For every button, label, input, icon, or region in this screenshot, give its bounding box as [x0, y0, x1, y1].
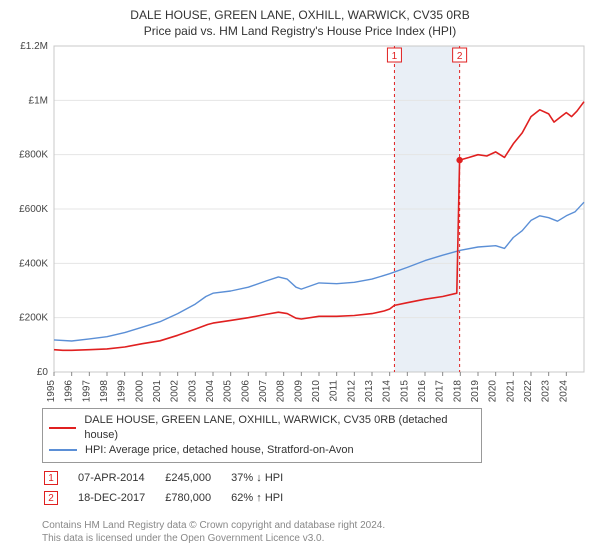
svg-text:2: 2: [457, 51, 463, 62]
title-sub: Price paid vs. HM Land Registry's House …: [10, 24, 590, 38]
legend-label: HPI: Average price, detached house, Stra…: [85, 443, 354, 458]
sale-price: £780,000: [165, 489, 229, 507]
svg-text:2013: 2013: [364, 380, 375, 402]
svg-text:1997: 1997: [81, 380, 92, 402]
svg-text:£400K: £400K: [19, 258, 48, 269]
legend-label: DALE HOUSE, GREEN LANE, OXHILL, WARWICK,…: [84, 413, 475, 443]
svg-text:2020: 2020: [488, 380, 499, 402]
svg-text:2007: 2007: [258, 380, 269, 402]
figure: DALE HOUSE, GREEN LANE, OXHILL, WARWICK,…: [0, 0, 600, 549]
svg-text:2010: 2010: [311, 380, 322, 402]
legend-item: HPI: Average price, detached house, Stra…: [49, 443, 475, 458]
legend-swatch: [49, 449, 77, 451]
arrow-down-icon: ↓: [256, 472, 262, 484]
legend-swatch: [49, 427, 76, 429]
svg-text:2011: 2011: [329, 380, 340, 402]
sale-pct: 62% ↑ HPI: [231, 489, 301, 507]
arrow-up-icon: ↑: [256, 492, 262, 504]
svg-text:2003: 2003: [187, 380, 198, 402]
sale-marker-icon: 1: [44, 471, 58, 485]
svg-text:2016: 2016: [417, 380, 428, 402]
sale-date: 07-APR-2014: [78, 469, 163, 487]
svg-text:£800K: £800K: [19, 150, 48, 161]
svg-text:£600K: £600K: [19, 204, 48, 215]
svg-text:2014: 2014: [382, 380, 393, 402]
sale-date: 18-DEC-2017: [78, 489, 163, 507]
chart-area: £0 £200K £400K £600K £800K £1M £1.2M 1995 1996 19…: [10, 42, 590, 402]
svg-text:1999: 1999: [117, 380, 128, 402]
svg-text:2017: 2017: [435, 380, 446, 402]
footer: Contains HM Land Registry data © Crown c…: [42, 519, 590, 545]
footer-line: This data is licensed under the Open Gov…: [42, 532, 590, 545]
svg-text:2009: 2009: [293, 380, 304, 402]
footer-line: Contains HM Land Registry data © Crown c…: [42, 519, 590, 532]
svg-text:£1.2M: £1.2M: [20, 42, 48, 52]
svg-text:2004: 2004: [205, 380, 216, 402]
svg-text:2006: 2006: [240, 380, 251, 402]
svg-text:2018: 2018: [452, 380, 463, 402]
legend-item: DALE HOUSE, GREEN LANE, OXHILL, WARWICK,…: [49, 413, 475, 443]
svg-text:£200K: £200K: [19, 313, 48, 324]
svg-text:2023: 2023: [541, 380, 552, 402]
svg-text:1996: 1996: [64, 380, 75, 402]
svg-text:2021: 2021: [505, 380, 516, 402]
svg-text:1998: 1998: [99, 380, 110, 402]
sale-pct: 37% ↓ HPI: [231, 469, 301, 487]
svg-text:2012: 2012: [346, 380, 357, 402]
svg-text:£1M: £1M: [29, 95, 48, 106]
svg-text:2000: 2000: [134, 380, 145, 402]
table-row: 1 07-APR-2014 £245,000 37% ↓ HPI: [44, 469, 301, 487]
svg-text:2008: 2008: [276, 380, 287, 402]
svg-text:2001: 2001: [152, 380, 163, 402]
svg-text:1995: 1995: [46, 380, 57, 402]
title-main: DALE HOUSE, GREEN LANE, OXHILL, WARWICK,…: [10, 8, 590, 22]
sales-table: 1 07-APR-2014 £245,000 37% ↓ HPI 2 18-DE…: [42, 467, 303, 509]
svg-text:2022: 2022: [523, 380, 534, 402]
sale-price: £245,000: [165, 469, 229, 487]
legend: DALE HOUSE, GREEN LANE, OXHILL, WARWICK,…: [42, 408, 482, 463]
sale-marker-icon: 2: [44, 491, 58, 505]
table-row: 2 18-DEC-2017 £780,000 62% ↑ HPI: [44, 489, 301, 507]
svg-text:£0: £0: [37, 367, 49, 378]
svg-text:2002: 2002: [170, 380, 181, 402]
svg-text:2005: 2005: [223, 380, 234, 402]
svg-text:2024: 2024: [558, 380, 569, 402]
line-chart: £0 £200K £400K £600K £800K £1M £1.2M 1995 1996 19…: [10, 42, 590, 402]
svg-text:1: 1: [392, 51, 398, 62]
svg-text:2019: 2019: [470, 380, 481, 402]
svg-text:2015: 2015: [399, 380, 410, 402]
